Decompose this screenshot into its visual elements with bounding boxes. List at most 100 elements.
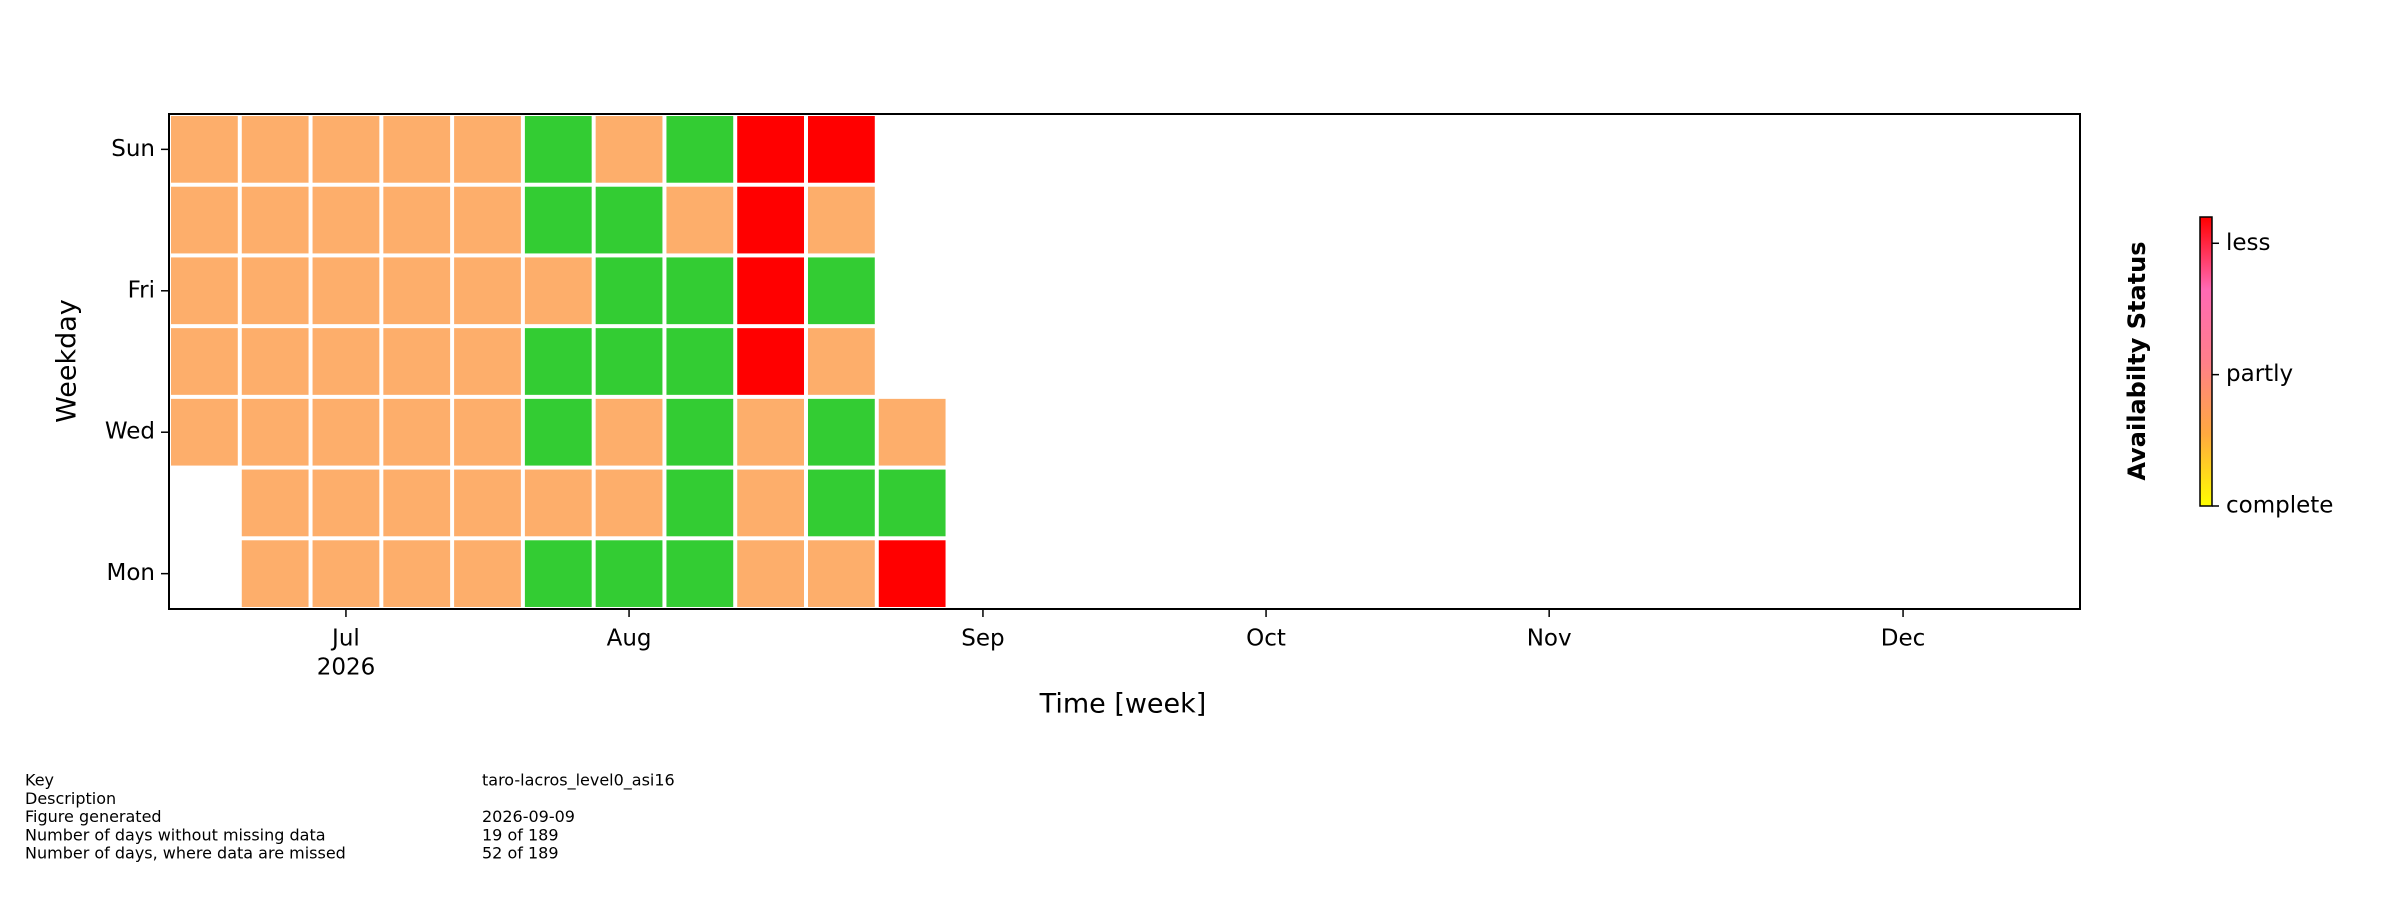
cell (808, 116, 875, 183)
cell (808, 540, 875, 607)
cell (737, 328, 804, 395)
cell (241, 540, 309, 607)
x-tick-label: Oct (1246, 626, 1286, 652)
cell (524, 328, 592, 395)
cell (171, 116, 238, 183)
x-tick-label: Jul (330, 626, 360, 652)
cell (666, 116, 734, 183)
x-tick-label: Dec (1881, 626, 1926, 652)
cell (241, 186, 309, 254)
cell (454, 186, 521, 254)
cell (666, 257, 734, 325)
cell (808, 398, 875, 466)
cell (808, 469, 875, 537)
cell (383, 328, 451, 395)
cell (454, 257, 521, 325)
cell (595, 328, 663, 395)
cell (737, 469, 804, 537)
cell (241, 398, 309, 466)
cell (524, 398, 592, 466)
cell (737, 540, 804, 607)
x-tick-label: Nov (1527, 626, 1572, 652)
cell (454, 469, 521, 537)
cell (454, 540, 521, 607)
colorbar-tick-label: less (2226, 230, 2271, 256)
cell (808, 328, 875, 395)
y-axis-label: Weekday (52, 299, 83, 423)
cell (524, 257, 592, 325)
cell (878, 469, 946, 537)
info-value: taro-lacros_level0_asi16 (482, 771, 675, 791)
colorbar-tick-label: complete (2226, 493, 2333, 519)
cell (595, 116, 663, 183)
cell (171, 398, 238, 466)
cell (737, 257, 804, 325)
cell (737, 116, 804, 183)
info-label: Figure generated (25, 807, 162, 826)
x-tick-label: Aug (607, 626, 652, 652)
cell (524, 540, 592, 607)
cell (666, 328, 734, 395)
y-tick-label: Fri (128, 277, 155, 303)
cell (312, 186, 380, 254)
x-year-label: 2026 (317, 655, 376, 681)
cell (312, 469, 380, 537)
cell (171, 186, 238, 254)
info-value: 52 of 189 (482, 844, 559, 863)
y-tick-label: Mon (107, 560, 156, 586)
cell (666, 398, 734, 466)
cell (312, 257, 380, 325)
cell (383, 186, 451, 254)
cell (383, 469, 451, 537)
cell (312, 540, 380, 607)
plot-frame (168, 113, 2081, 610)
info-label: Number of days, where data are missed (25, 844, 346, 863)
cell (595, 186, 663, 254)
cell (241, 257, 309, 325)
cell (312, 116, 380, 183)
cell (808, 186, 875, 254)
cell (595, 469, 663, 537)
cell (454, 398, 521, 466)
cell (383, 257, 451, 325)
cell (666, 186, 734, 254)
cell (383, 540, 451, 607)
cell (595, 257, 663, 325)
info-label: Key (25, 771, 54, 790)
colorbar-tick-label: partly (2226, 361, 2293, 387)
cell (737, 398, 804, 466)
cell (595, 540, 663, 607)
cell (241, 328, 309, 395)
colorbar (2199, 216, 2213, 507)
cell (454, 116, 521, 183)
cell (737, 186, 804, 254)
cell (524, 186, 592, 254)
cell (878, 398, 946, 466)
cell (878, 540, 946, 607)
cell (524, 469, 592, 537)
cell (383, 398, 451, 466)
cell (808, 257, 875, 325)
cell (312, 398, 380, 466)
colorbar-label: Availabilty Status (2123, 241, 2151, 480)
cell (454, 328, 521, 395)
y-tick-label: Wed (105, 419, 155, 445)
cell (666, 469, 734, 537)
cell (383, 116, 451, 183)
cell (241, 116, 309, 183)
cell (312, 328, 380, 395)
cell (241, 469, 309, 537)
cell (666, 540, 734, 607)
cell (524, 116, 592, 183)
info-label: Number of days without missing data (25, 825, 326, 844)
info-value: 19 of 189 (482, 825, 559, 844)
x-tick-label: Sep (961, 626, 1004, 652)
cell (171, 328, 238, 395)
info-value: 2026-09-09 (482, 807, 575, 826)
info-label: Description (25, 789, 116, 808)
y-tick-label: Sun (111, 136, 155, 162)
cell (595, 398, 663, 466)
cell (171, 257, 238, 325)
x-axis-label: Time [week] (1039, 689, 1207, 720)
